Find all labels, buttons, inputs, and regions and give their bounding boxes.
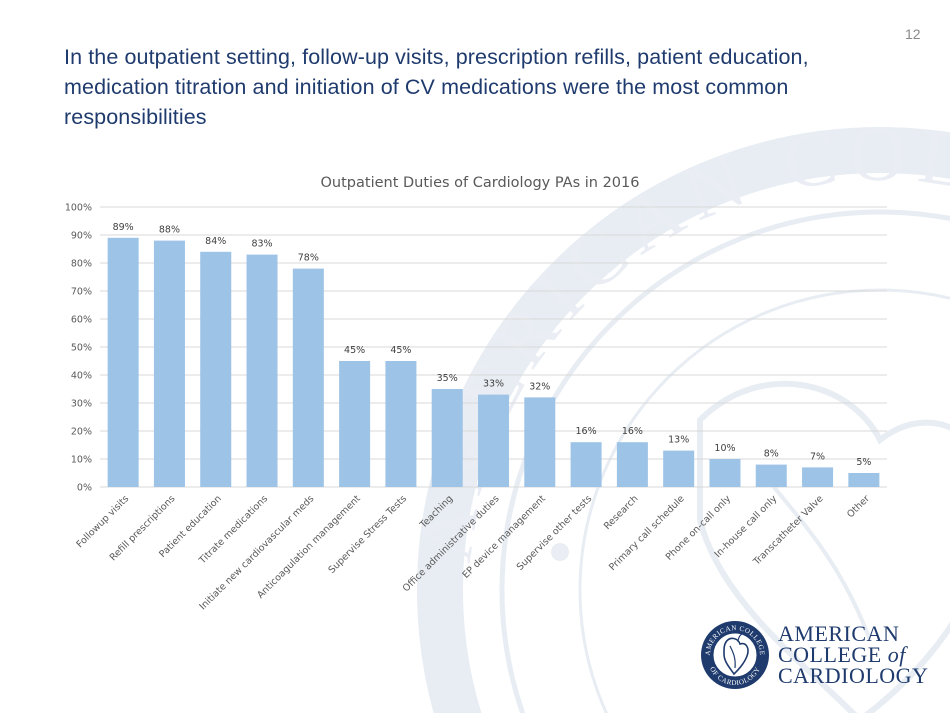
logo-college: COLLEGE bbox=[778, 642, 882, 667]
y-tick-label: 50% bbox=[71, 343, 92, 354]
bar bbox=[153, 240, 185, 487]
y-axis: 0% 10% 20% 30% 40% 50% 60% 70% 80% 90% 100% bbox=[65, 203, 92, 494]
data-labels: 89% 88% 84% 83% 78% 45% 45% 35% 33% 32% 16% 16% 13% 1… bbox=[113, 222, 872, 468]
x-tick-label: Supervise other tests bbox=[515, 493, 595, 573]
data-label: 35% bbox=[437, 373, 458, 384]
data-label: 5% bbox=[856, 457, 871, 468]
bar bbox=[477, 394, 510, 487]
bar bbox=[292, 268, 324, 487]
x-tick-label: Supervise Stress Tests bbox=[326, 493, 409, 576]
data-label: 10% bbox=[714, 443, 735, 454]
logo-line-1: AMERICAN bbox=[778, 621, 900, 646]
data-label: 7% bbox=[810, 451, 825, 462]
y-tick-label: 90% bbox=[71, 231, 92, 242]
data-label: 32% bbox=[529, 381, 550, 392]
bar bbox=[107, 237, 139, 487]
bar bbox=[570, 442, 602, 487]
x-tick-label: Teaching bbox=[417, 493, 455, 531]
data-label: 88% bbox=[159, 225, 180, 236]
bar bbox=[755, 464, 787, 487]
bar bbox=[431, 389, 463, 487]
logo-line-3: CARDIOLOGY bbox=[778, 663, 929, 688]
y-tick-label: 0% bbox=[77, 483, 92, 494]
x-tick-label: EP device management bbox=[460, 493, 548, 581]
acc-seal-icon: AMERICAN COLLEGE OF CARDIOLOGY bbox=[701, 621, 769, 689]
data-label: 45% bbox=[390, 345, 411, 356]
y-tick-label: 80% bbox=[71, 259, 92, 270]
y-tick-label: 40% bbox=[71, 371, 92, 382]
page-number: 12 bbox=[905, 26, 921, 42]
data-label: 33% bbox=[483, 379, 504, 390]
bar bbox=[246, 254, 278, 487]
bar bbox=[663, 450, 695, 487]
data-label: 89% bbox=[113, 222, 134, 233]
data-label: 45% bbox=[344, 345, 365, 356]
x-tick-label: Primary call schedule bbox=[607, 493, 687, 573]
bar bbox=[616, 442, 648, 487]
y-tick-label: 20% bbox=[71, 427, 92, 438]
bar bbox=[848, 473, 880, 487]
data-label: 84% bbox=[205, 236, 226, 247]
acc-logo: AMERICAN COLLEGE OF CARDIOLOGY AMERICAN … bbox=[700, 620, 940, 692]
bar bbox=[339, 361, 371, 487]
chart-title: Outpatient Duties of Cardiology PAs in 2… bbox=[321, 175, 640, 191]
data-label: 83% bbox=[251, 239, 272, 250]
y-tick-label: 70% bbox=[71, 287, 92, 298]
logo-line-2: COLLEGE of bbox=[778, 642, 928, 667]
bar bbox=[385, 361, 417, 487]
bar bbox=[200, 251, 232, 487]
slide-title: In the outpatient setting, follow-up vis… bbox=[64, 45, 809, 129]
bars bbox=[107, 237, 880, 487]
bar bbox=[802, 467, 834, 487]
data-label: 13% bbox=[668, 435, 689, 446]
data-label: 16% bbox=[576, 426, 597, 437]
y-tick-label: 60% bbox=[71, 315, 92, 326]
data-label: 78% bbox=[298, 253, 319, 264]
x-tick-label: Research bbox=[602, 493, 641, 532]
x-tick-label: Other bbox=[845, 493, 872, 520]
logo-wordmark: AMERICAN COLLEGE of CARDIOLOGY bbox=[778, 621, 929, 688]
x-tick-label: Office administrative duties bbox=[401, 493, 502, 594]
y-tick-label: 10% bbox=[71, 455, 92, 466]
bar bbox=[524, 397, 556, 487]
y-tick-label: 30% bbox=[71, 399, 92, 410]
logo-of: of bbox=[887, 642, 906, 667]
data-label: 8% bbox=[764, 449, 779, 460]
y-tick-label: 100% bbox=[65, 203, 92, 214]
bar bbox=[709, 459, 741, 487]
data-label: 16% bbox=[622, 426, 643, 437]
